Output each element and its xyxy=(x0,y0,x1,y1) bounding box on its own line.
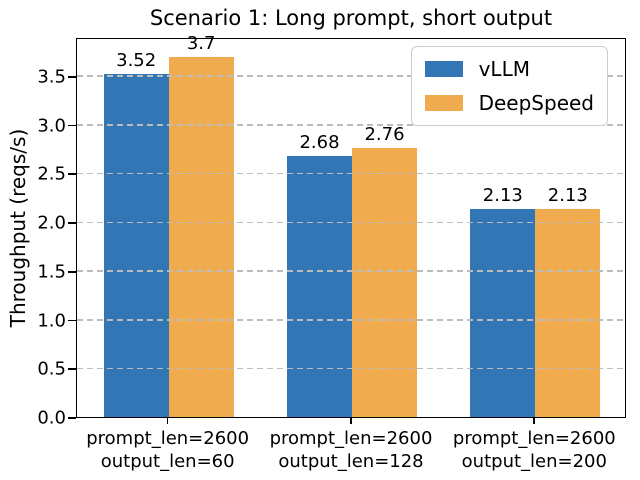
bar-vllm xyxy=(470,209,536,417)
y-tick-label: 0.5 xyxy=(37,358,66,380)
y-tick-label: 1.0 xyxy=(37,310,66,332)
gridline xyxy=(77,172,625,175)
y-tick-mark xyxy=(68,75,76,78)
x-tick-label: prompt_len=2600 output_len=128 xyxy=(269,428,433,472)
legend-label: DeepSpeed xyxy=(478,91,594,115)
x-tick-mark xyxy=(350,418,352,424)
y-tick-mark xyxy=(68,319,76,322)
y-tick-label: 2.0 xyxy=(37,212,66,234)
bar-deepspeed xyxy=(352,148,417,417)
x-tick-mark xyxy=(533,418,536,424)
plot-area: vLLM DeepSpeed 3.52 3.7 2.68 2.76 2.13 2.13 xyxy=(76,33,626,418)
x-tick-label: prompt_len=2600 output_len=200 xyxy=(452,428,616,472)
y-tick-label: 0.0 xyxy=(37,407,66,429)
y-tick-label: 1.5 xyxy=(37,261,66,283)
legend-swatch-deepspeed-icon xyxy=(424,95,463,111)
chart-title: Scenario 1: Long prompt, short output xyxy=(149,6,553,30)
gridline xyxy=(77,75,625,77)
gridline xyxy=(77,124,625,126)
gridline xyxy=(77,318,625,321)
bar-vllm xyxy=(103,74,169,417)
gridline xyxy=(77,270,625,272)
bar-vllm xyxy=(287,155,352,417)
bar-value-label: 2.76 xyxy=(364,124,405,146)
y-tick-mark xyxy=(68,173,76,176)
legend-item: DeepSpeed xyxy=(424,91,594,115)
bar-deepspeed xyxy=(535,209,601,417)
y-tick-mark xyxy=(68,222,76,224)
legend-swatch-vllm-icon xyxy=(424,61,463,77)
bar-deepspeed xyxy=(168,56,234,417)
y-tick-label: 3.0 xyxy=(37,115,66,137)
y-tick-mark xyxy=(68,417,76,419)
legend-label: vLLM xyxy=(478,57,530,81)
bar-value-label: 3.7 xyxy=(186,32,216,54)
y-tick-mark xyxy=(68,368,76,371)
y-tick-mark xyxy=(68,270,76,273)
x-tick-label: prompt_len=2600 output_len=60 xyxy=(86,428,250,472)
gridline xyxy=(77,367,625,370)
x-tick-mark xyxy=(166,418,169,424)
bar-value-label: 2.68 xyxy=(299,131,340,153)
y-tick-label: 3.5 xyxy=(37,66,66,88)
bar-value-label: 2.13 xyxy=(547,185,588,207)
y-tick-label: 2.5 xyxy=(37,163,66,185)
gridline xyxy=(77,221,625,224)
y-tick-mark xyxy=(68,124,76,127)
legend-item: vLLM xyxy=(424,57,594,81)
bar-value-label: 2.13 xyxy=(482,185,523,207)
legend: vLLM DeepSpeed xyxy=(410,46,608,126)
bar-value-label: 3.52 xyxy=(116,50,157,72)
